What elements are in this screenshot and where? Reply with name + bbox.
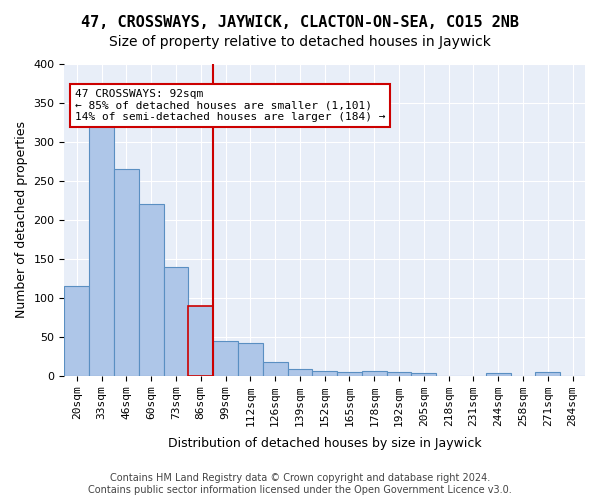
Bar	[412, 374, 436, 376]
Bar	[337, 372, 362, 376]
Text: Contains HM Land Registry data © Crown copyright and database right 2024.
Contai: Contains HM Land Registry data © Crown c…	[88, 474, 512, 495]
Bar	[114, 169, 139, 376]
Bar	[238, 343, 263, 376]
Bar	[486, 372, 511, 376]
Bar	[213, 340, 238, 376]
Bar	[89, 118, 114, 376]
Bar	[263, 362, 287, 376]
Text: 47, CROSSWAYS, JAYWICK, CLACTON-ON-SEA, CO15 2NB: 47, CROSSWAYS, JAYWICK, CLACTON-ON-SEA, …	[81, 15, 519, 30]
Bar	[287, 368, 313, 376]
Bar	[386, 372, 412, 376]
X-axis label: Distribution of detached houses by size in Jaywick: Distribution of detached houses by size …	[168, 437, 482, 450]
Text: 47 CROSSWAYS: 92sqm
← 85% of detached houses are smaller (1,101)
14% of semi-det: 47 CROSSWAYS: 92sqm ← 85% of detached ho…	[75, 89, 385, 122]
Y-axis label: Number of detached properties: Number of detached properties	[15, 122, 28, 318]
Bar	[313, 371, 337, 376]
Bar	[139, 204, 164, 376]
Bar	[64, 286, 89, 376]
Bar	[164, 266, 188, 376]
Bar	[535, 372, 560, 376]
Text: Size of property relative to detached houses in Jaywick: Size of property relative to detached ho…	[109, 35, 491, 49]
Bar	[362, 371, 386, 376]
Bar	[188, 306, 213, 376]
